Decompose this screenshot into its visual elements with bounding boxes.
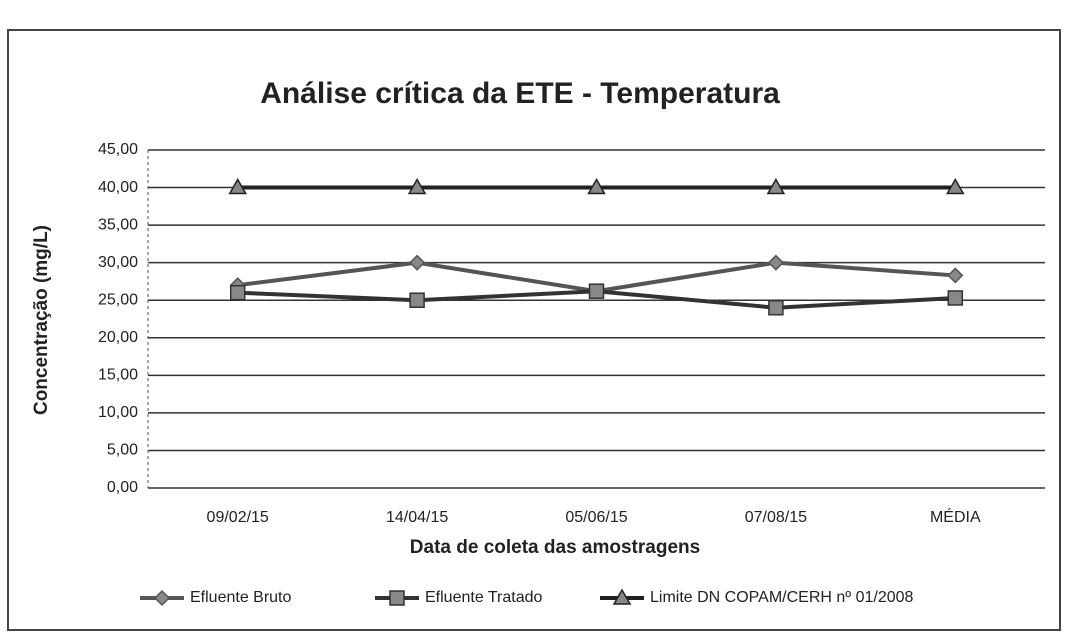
chart-frame xyxy=(7,29,1061,631)
marker xyxy=(588,283,605,299)
marker xyxy=(947,267,964,284)
y-tick-label: 10,00 xyxy=(98,404,138,421)
marker xyxy=(946,178,965,195)
marker xyxy=(228,178,247,195)
x-tick-label: 05/06/15 xyxy=(565,509,627,526)
x-axis-title: Data de coleta das amostragens xyxy=(410,537,700,558)
y-tick-label: 5,00 xyxy=(107,442,138,459)
y-tick-label: 25,00 xyxy=(98,291,138,308)
legend-label: Limite DN COPAM/CERH nº 01/2008 xyxy=(650,589,914,606)
marker xyxy=(766,178,786,195)
y-tick-label: 15,00 xyxy=(98,367,138,384)
chart-title: Análise crítica da ETE - Temperatura xyxy=(260,77,780,110)
x-tick-label: 09/02/15 xyxy=(207,509,269,526)
y-tick-label: 40,00 xyxy=(98,179,138,196)
legend-marker xyxy=(612,588,632,605)
x-tick-label: MÉDIA xyxy=(930,507,981,526)
marker xyxy=(407,178,427,195)
y-tick-label: 0,00 xyxy=(107,479,138,496)
y-tick-label: 35,00 xyxy=(98,216,138,233)
legend-label: Efluente Tratado xyxy=(425,589,543,606)
x-tick-label: 14/04/15 xyxy=(386,509,448,526)
x-tick-label: 07/08/15 xyxy=(745,509,807,526)
y-tick-label: 20,00 xyxy=(98,329,138,346)
y-tick-label: 30,00 xyxy=(98,254,138,271)
marker xyxy=(587,178,606,195)
legend-marker xyxy=(389,590,405,606)
marker xyxy=(767,254,784,271)
marker xyxy=(409,292,425,308)
legend-marker xyxy=(153,589,171,607)
marker xyxy=(409,254,426,271)
y-tick-label: 45,00 xyxy=(98,141,138,158)
y-axis-title: Concentração (mg/L) xyxy=(31,225,52,415)
marker xyxy=(947,290,964,306)
legend-label: Efluente Bruto xyxy=(190,589,292,606)
marker xyxy=(229,284,246,301)
marker xyxy=(768,299,784,316)
